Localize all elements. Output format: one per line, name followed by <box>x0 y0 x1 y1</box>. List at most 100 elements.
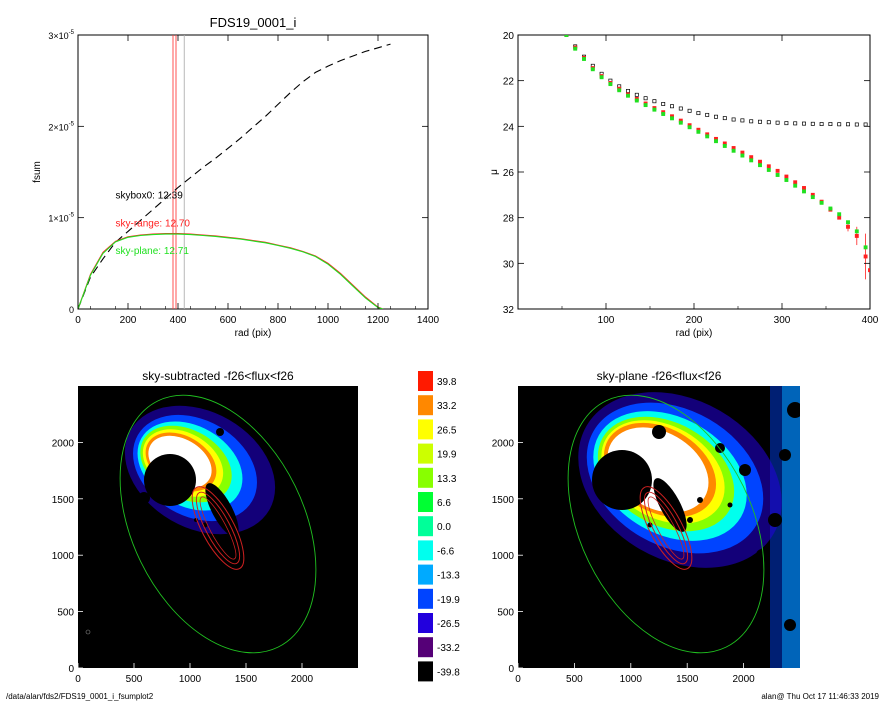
mu-data-point <box>670 104 674 109</box>
mu-x-tick-label: 400 <box>862 315 879 326</box>
mu-y-axis-label: μ <box>489 169 500 175</box>
sky-plane-image-panel: sky-plane -f26<flux<f26 <box>492 369 800 685</box>
mu-data-point <box>687 125 692 130</box>
mu-x-tick-label: 200 <box>686 315 703 326</box>
fsum-y-axis-label: fsum <box>32 161 43 183</box>
fsum-x-ticks: 0 200 400 600 800 1000 1200 1400 <box>75 35 440 326</box>
mu-data-point <box>652 107 657 112</box>
colorbar-swatch <box>418 588 433 609</box>
mu-data-point <box>599 75 604 80</box>
sky-subtracted-x-tick-label: 1500 <box>235 674 258 685</box>
mu-data-point <box>740 153 745 158</box>
mu-x-tick-label: 300 <box>774 315 791 326</box>
mu-data-point <box>802 189 806 194</box>
mu-data-point <box>652 99 657 104</box>
mu-data-point <box>810 195 815 200</box>
mu-data-point <box>678 120 683 125</box>
mu-data-point <box>766 164 771 169</box>
fsum-y-tick-mantissa: 2×10 <box>48 122 68 132</box>
sky-plane-x-tick-label: 500 <box>566 674 583 685</box>
mu-data-point <box>749 119 754 124</box>
mu-x-axis-label: rad (pix) <box>676 328 713 339</box>
sky-plane-x-tick-label: 0 <box>515 674 521 685</box>
fsum-y-tick-label: 1×10-5 <box>48 213 74 224</box>
colorbar-swatch <box>418 540 433 561</box>
mu-data-point <box>784 174 789 179</box>
mu-data-point <box>731 148 736 153</box>
mu-data-point <box>775 173 780 177</box>
colorbar-label: -13.3 <box>437 571 460 582</box>
fsum-x-axis-label: rad (pix) <box>235 328 272 339</box>
mu-data-point <box>722 144 727 148</box>
mu-data-point <box>643 103 648 108</box>
mu-data-point <box>626 88 630 93</box>
fsum-y-tick-mantissa: 0 <box>69 305 74 315</box>
fsum-y-tick-exponent: -5 <box>69 213 75 219</box>
footer-timestamp: alan@ Thu Oct 17 11:46:33 2019 <box>761 692 879 701</box>
mu-data-point <box>766 167 771 172</box>
mu-data-point <box>854 122 859 127</box>
colorbar-label: -33.2 <box>437 643 460 654</box>
sky-subtracted-x-tick-label: 1000 <box>179 674 202 685</box>
colorbar-swatch <box>418 419 433 440</box>
mu-y-tick-label: 30 <box>503 259 515 270</box>
mu-data-point <box>784 178 789 182</box>
fsum-series-line <box>78 233 384 309</box>
sky-value-annotation: skybox0: 12.39 <box>116 190 184 201</box>
mu-data-point <box>696 111 701 116</box>
sky-plane-y-tick-label: 1500 <box>492 495 515 506</box>
fsum-panel: FDS19_0001_i skybox0: 12.39 sky-range: 12… <box>32 15 440 339</box>
mu-data-point <box>617 88 622 93</box>
flux-colorbar: 39.8 33.2 26.5 19.9 13.3 6.6 0.0 -6.6 -13.3 -19.9… <box>418 371 460 682</box>
mu-data-point <box>837 215 842 220</box>
colorbar-label: 19.9 <box>437 450 457 461</box>
mu-data-point <box>837 212 842 217</box>
colorbar-label: -26.5 <box>437 619 460 630</box>
mu-y-tick-label: 20 <box>503 31 515 42</box>
colorbar-swatch <box>418 492 433 512</box>
colorbar-swatch <box>418 443 433 464</box>
mu-data-point <box>705 112 710 117</box>
mu-data-point <box>661 102 666 106</box>
mu-data-point <box>793 180 798 185</box>
sky-plane-y-tick-label: 2000 <box>492 438 515 449</box>
mu-plot-frame <box>517 34 871 310</box>
fsum-x-tick-label: 1400 <box>417 315 440 326</box>
colorbar-label: 13.3 <box>437 474 457 485</box>
mu-data-point <box>863 122 868 127</box>
mu-x-tick-label: 100 <box>598 315 615 326</box>
mu-data-point <box>863 245 868 250</box>
mu-data-point <box>846 224 850 229</box>
fsum-y-ticks: 01×10-52×10-53×10-5 <box>48 30 428 315</box>
mu-data-point <box>670 116 674 121</box>
fsum-x-tick-label: 0 <box>75 315 81 326</box>
mu-data-point <box>714 139 718 144</box>
fsum-x-tick-label: 400 <box>170 315 187 326</box>
colorbar-label: 33.2 <box>437 401 457 412</box>
mu-data-point <box>634 92 639 97</box>
mu-data-point <box>705 134 710 139</box>
sky-subtracted-y-tick-label: 2000 <box>52 438 75 449</box>
sky-subtracted-y-ticks: 0 500 1000 1500 2000 <box>52 438 83 675</box>
fsum-y-tick-mantissa: 3×10 <box>48 31 68 41</box>
sky-subtracted-x-tick-label: 0 <box>75 674 81 685</box>
sky-value-annotation: sky-range: 12.70 <box>116 218 191 229</box>
mu-data-point <box>784 121 789 126</box>
mu-data-point <box>837 122 842 127</box>
fsum-y-tick-label: 0 <box>69 305 74 315</box>
fsum-x-tick-label: 1000 <box>317 315 340 326</box>
sky-value-annotations: skybox0: 12.39 sky-range: 12.70 sky-plane:… <box>116 190 191 257</box>
mu-data-point <box>810 121 815 126</box>
colorbar-label: 26.5 <box>437 425 457 436</box>
fsum-y-tick-exponent: -5 <box>69 121 75 127</box>
mu-y-ticks: 20 22 24 26 28 30 32 <box>503 31 870 316</box>
mu-data-point <box>775 120 780 125</box>
fsum-y-tick-label: 3×10-5 <box>48 30 74 41</box>
mu-y-tick-label: 22 <box>503 77 515 88</box>
colorbar-label: -39.8 <box>437 667 460 678</box>
mu-data-point <box>828 206 833 211</box>
mu-y-tick-label: 26 <box>503 168 515 179</box>
mu-data-point <box>854 229 859 234</box>
fsum-y-tick-exponent: -5 <box>69 30 75 36</box>
